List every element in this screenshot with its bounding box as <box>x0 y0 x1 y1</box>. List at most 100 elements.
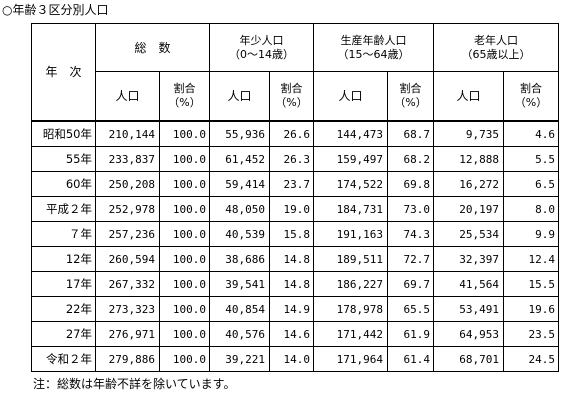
working-pct-cell: 72.7 <box>387 246 435 272</box>
working-pct-cell: 61.9 <box>387 321 435 347</box>
working-cell: 186,227 <box>313 271 389 297</box>
elderly-pct-cell: 19.6 <box>503 296 560 322</box>
total-cell: 257,236 <box>95 221 160 247</box>
elderly-cell: 68,701 <box>433 346 505 372</box>
working-cell: 159,497 <box>313 146 389 172</box>
year-cell: 17年 <box>31 271 96 297</box>
ratio-unit: （%） <box>168 96 201 109</box>
header-young: 年少人口 （0～14歳） <box>209 23 315 72</box>
table-row: 60年 250,208 100.0 59,414 23.7 174,522 69… <box>31 171 560 197</box>
elderly-pct-cell: 5.5 <box>503 146 560 172</box>
elderly-cell: 25,534 <box>433 221 505 247</box>
year-cell: 55年 <box>31 146 96 172</box>
header-year: 年 次 <box>31 23 96 122</box>
working-pct-cell: 65.5 <box>387 296 435 322</box>
elderly-pct-cell: 15.5 <box>503 271 560 297</box>
ratio-unit: （%） <box>275 96 308 109</box>
population-table: 年 次 総 数 年少人口 （0～14歳） 生産年齢人口 （15～64歳） 老年人… <box>31 23 560 372</box>
working-pct-cell: 68.2 <box>387 146 435 172</box>
working-pct-cell: 74.3 <box>387 221 435 247</box>
elderly-cell: 32,397 <box>433 246 505 272</box>
year-cell: ７年 <box>31 221 96 247</box>
table-row: 55年 233,837 100.0 61,452 26.3 159,497 68… <box>31 146 560 172</box>
elderly-pct-cell: 12.4 <box>503 246 560 272</box>
total-cell: 260,594 <box>95 246 160 272</box>
header-elderly-ratio: 割合 （%） <box>503 71 560 122</box>
ratio-unit: （%） <box>394 96 427 109</box>
working-cell: 189,511 <box>313 246 389 272</box>
working-pct-cell: 69.8 <box>387 171 435 197</box>
header-elderly-population: 人口 <box>433 71 505 122</box>
header-row-sub: 人口 割合 （%） 人口 割合 （%） 人口 割合 （%） 人口 割合 （%） <box>32 71 560 122</box>
total-cell: 252,978 <box>95 196 160 222</box>
footnote: 注：総数は年齢不詳を除いています。 <box>33 377 236 391</box>
young-pct-cell: 14.9 <box>269 296 315 322</box>
year-cell: 令和２年 <box>31 346 96 372</box>
header-total-ratio: 割合 （%） <box>158 71 211 122</box>
working-cell: 178,978 <box>313 296 389 322</box>
elderly-cell: 9,735 <box>433 120 505 147</box>
header-elderly-label: 老年人口 <box>474 33 519 47</box>
working-cell: 174,522 <box>313 171 389 197</box>
table-row: 17年 267,332 100.0 39,541 14.8 186,227 69… <box>31 271 560 297</box>
ratio-label: 割合 <box>173 82 196 95</box>
header-working: 生産年齢人口 （15～64歳） <box>313 23 435 72</box>
elderly-pct-cell: 9.9 <box>503 221 560 247</box>
total-pct-cell: 100.0 <box>158 346 211 372</box>
year-cell: 60年 <box>31 171 96 197</box>
young-pct-cell: 14.8 <box>269 246 315 272</box>
table-title: ○年齢３区分別人口 <box>2 3 109 17</box>
elderly-cell: 12,888 <box>433 146 505 172</box>
young-cell: 55,936 <box>209 120 271 147</box>
table-row: 平成２年 252,978 100.0 48,050 19.0 184,731 7… <box>31 196 560 222</box>
ratio-unit: （%） <box>514 96 548 109</box>
young-pct-cell: 14.0 <box>269 346 315 372</box>
young-pct-cell: 26.6 <box>269 120 315 147</box>
table-row: ７年 257,236 100.0 40,539 15.8 191,163 74.… <box>31 221 560 247</box>
young-pct-cell: 14.8 <box>269 271 315 297</box>
elderly-cell: 16,272 <box>433 171 505 197</box>
table-row: 昭和50年 210,144 100.0 55,936 26.6 144,473 … <box>31 120 560 147</box>
working-pct-cell: 61.4 <box>387 346 435 372</box>
working-pct-cell: 68.7 <box>387 120 435 147</box>
young-cell: 40,854 <box>209 296 271 322</box>
ratio-label: 割合 <box>399 82 422 95</box>
young-cell: 38,686 <box>209 246 271 272</box>
total-pct-cell: 100.0 <box>158 146 211 172</box>
total-pct-cell: 100.0 <box>158 321 211 347</box>
year-cell: 平成２年 <box>31 196 96 222</box>
header-elderly-range: （65歳以上） <box>461 47 531 61</box>
working-cell: 171,964 <box>313 346 389 372</box>
year-cell: 27年 <box>31 321 96 347</box>
elderly-cell: 20,197 <box>433 196 505 222</box>
young-cell: 40,576 <box>209 321 271 347</box>
total-cell: 250,208 <box>95 171 160 197</box>
working-cell: 191,163 <box>313 221 389 247</box>
elderly-cell: 41,564 <box>433 271 505 297</box>
young-pct-cell: 26.3 <box>269 146 315 172</box>
young-cell: 61,452 <box>209 146 271 172</box>
total-pct-cell: 100.0 <box>158 196 211 222</box>
total-cell: 273,323 <box>95 296 160 322</box>
header-young-ratio: 割合 （%） <box>269 71 315 122</box>
young-cell: 48,050 <box>209 196 271 222</box>
header-working-label: 生産年齢人口 <box>340 33 407 47</box>
working-cell: 184,731 <box>313 196 389 222</box>
header-total-population: 人口 <box>95 71 160 122</box>
total-pct-cell: 100.0 <box>158 120 211 147</box>
total-cell: 233,837 <box>95 146 160 172</box>
elderly-pct-cell: 6.5 <box>503 171 560 197</box>
header-elderly: 老年人口 （65歳以上） <box>433 23 560 72</box>
young-cell: 40,539 <box>209 221 271 247</box>
total-pct-cell: 100.0 <box>158 171 211 197</box>
elderly-pct-cell: 4.6 <box>503 120 560 147</box>
header-young-range: （0～14歳） <box>229 47 295 61</box>
header-row-groups: 年 次 総 数 年少人口 （0～14歳） 生産年齢人口 （15～64歳） 老年人… <box>31 23 560 122</box>
young-pct-cell: 15.8 <box>269 221 315 247</box>
header-working-range: （15～64歳） <box>337 47 410 61</box>
table-row: 12年 260,594 100.0 38,686 14.8 189,511 72… <box>31 246 560 272</box>
young-cell: 39,221 <box>209 346 271 372</box>
year-cell: 12年 <box>31 246 96 272</box>
table-row: 27年 276,971 100.0 40,576 14.6 171,442 61… <box>31 321 560 347</box>
elderly-cell: 53,491 <box>433 296 505 322</box>
